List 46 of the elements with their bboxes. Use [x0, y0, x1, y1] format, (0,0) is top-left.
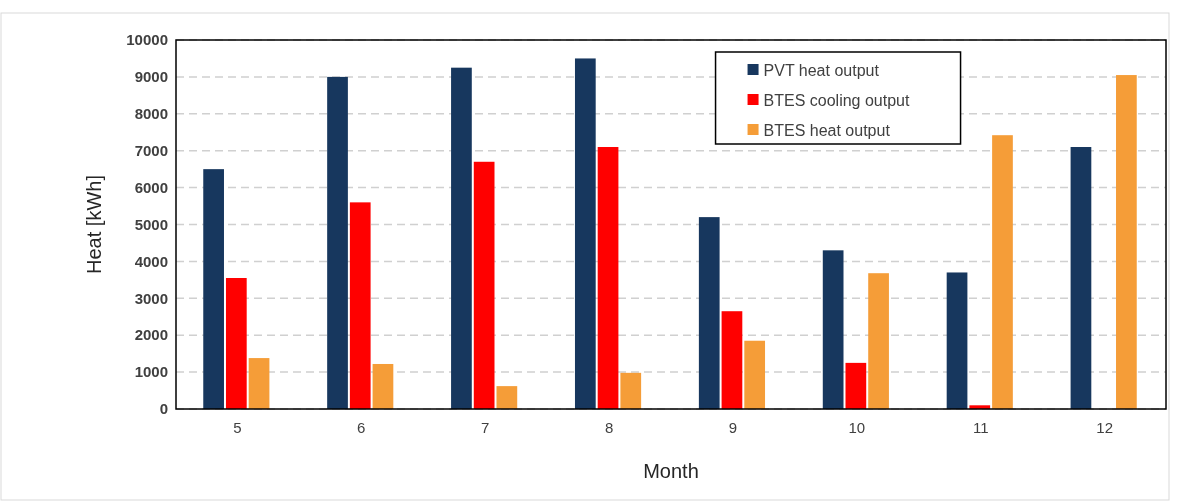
x-tick-label: 10 [848, 419, 866, 436]
bar [620, 372, 642, 409]
bar [225, 278, 247, 409]
bar [349, 202, 371, 409]
bar [946, 272, 968, 409]
y-tick-label: 6000 [134, 178, 168, 196]
x-tick-label: 8 [604, 419, 614, 436]
y-tick-label: 1000 [134, 363, 168, 381]
y-tick-label: 7000 [134, 141, 168, 159]
x-tick-label: 7 [480, 419, 490, 436]
x-tick-label: 6 [357, 419, 366, 436]
bar [1070, 147, 1092, 409]
y-axis-title: Heat [kWh] [83, 175, 105, 274]
bar [496, 386, 518, 409]
bar [744, 340, 766, 409]
y-tick-label: 9000 [134, 68, 168, 86]
bar [248, 358, 270, 409]
bar [845, 362, 867, 409]
y-tick-label: 3000 [134, 289, 168, 307]
bar [597, 147, 619, 409]
bar [822, 250, 844, 409]
x-tick-label: 5 [233, 419, 242, 436]
bar [372, 363, 394, 409]
y-tick-label: 10000 [126, 31, 168, 49]
y-tick-label: 0 [159, 400, 168, 418]
bar [698, 217, 720, 409]
legend-label: BTES heat output [763, 121, 891, 139]
bar [473, 161, 495, 409]
bar [574, 58, 596, 409]
y-tick-label: 2000 [134, 326, 168, 344]
bar [721, 311, 743, 409]
legend-label: BTES cooling output [763, 91, 910, 109]
bar [327, 76, 348, 409]
bar [451, 67, 472, 409]
x-tick-label: 9 [728, 419, 738, 436]
x-tick-label: 11 [972, 419, 989, 436]
legend-label: PVT heat output [763, 61, 880, 79]
bar [203, 169, 224, 409]
bar [868, 273, 889, 409]
x-axis-title: Month [643, 460, 699, 482]
x-tick-label: 12 [1096, 419, 1114, 436]
y-tick-label: 8000 [134, 105, 168, 123]
y-tick-label: 5000 [134, 215, 168, 233]
y-tick-label: 4000 [134, 252, 168, 270]
bar [992, 135, 1013, 409]
bar [1116, 75, 1137, 409]
